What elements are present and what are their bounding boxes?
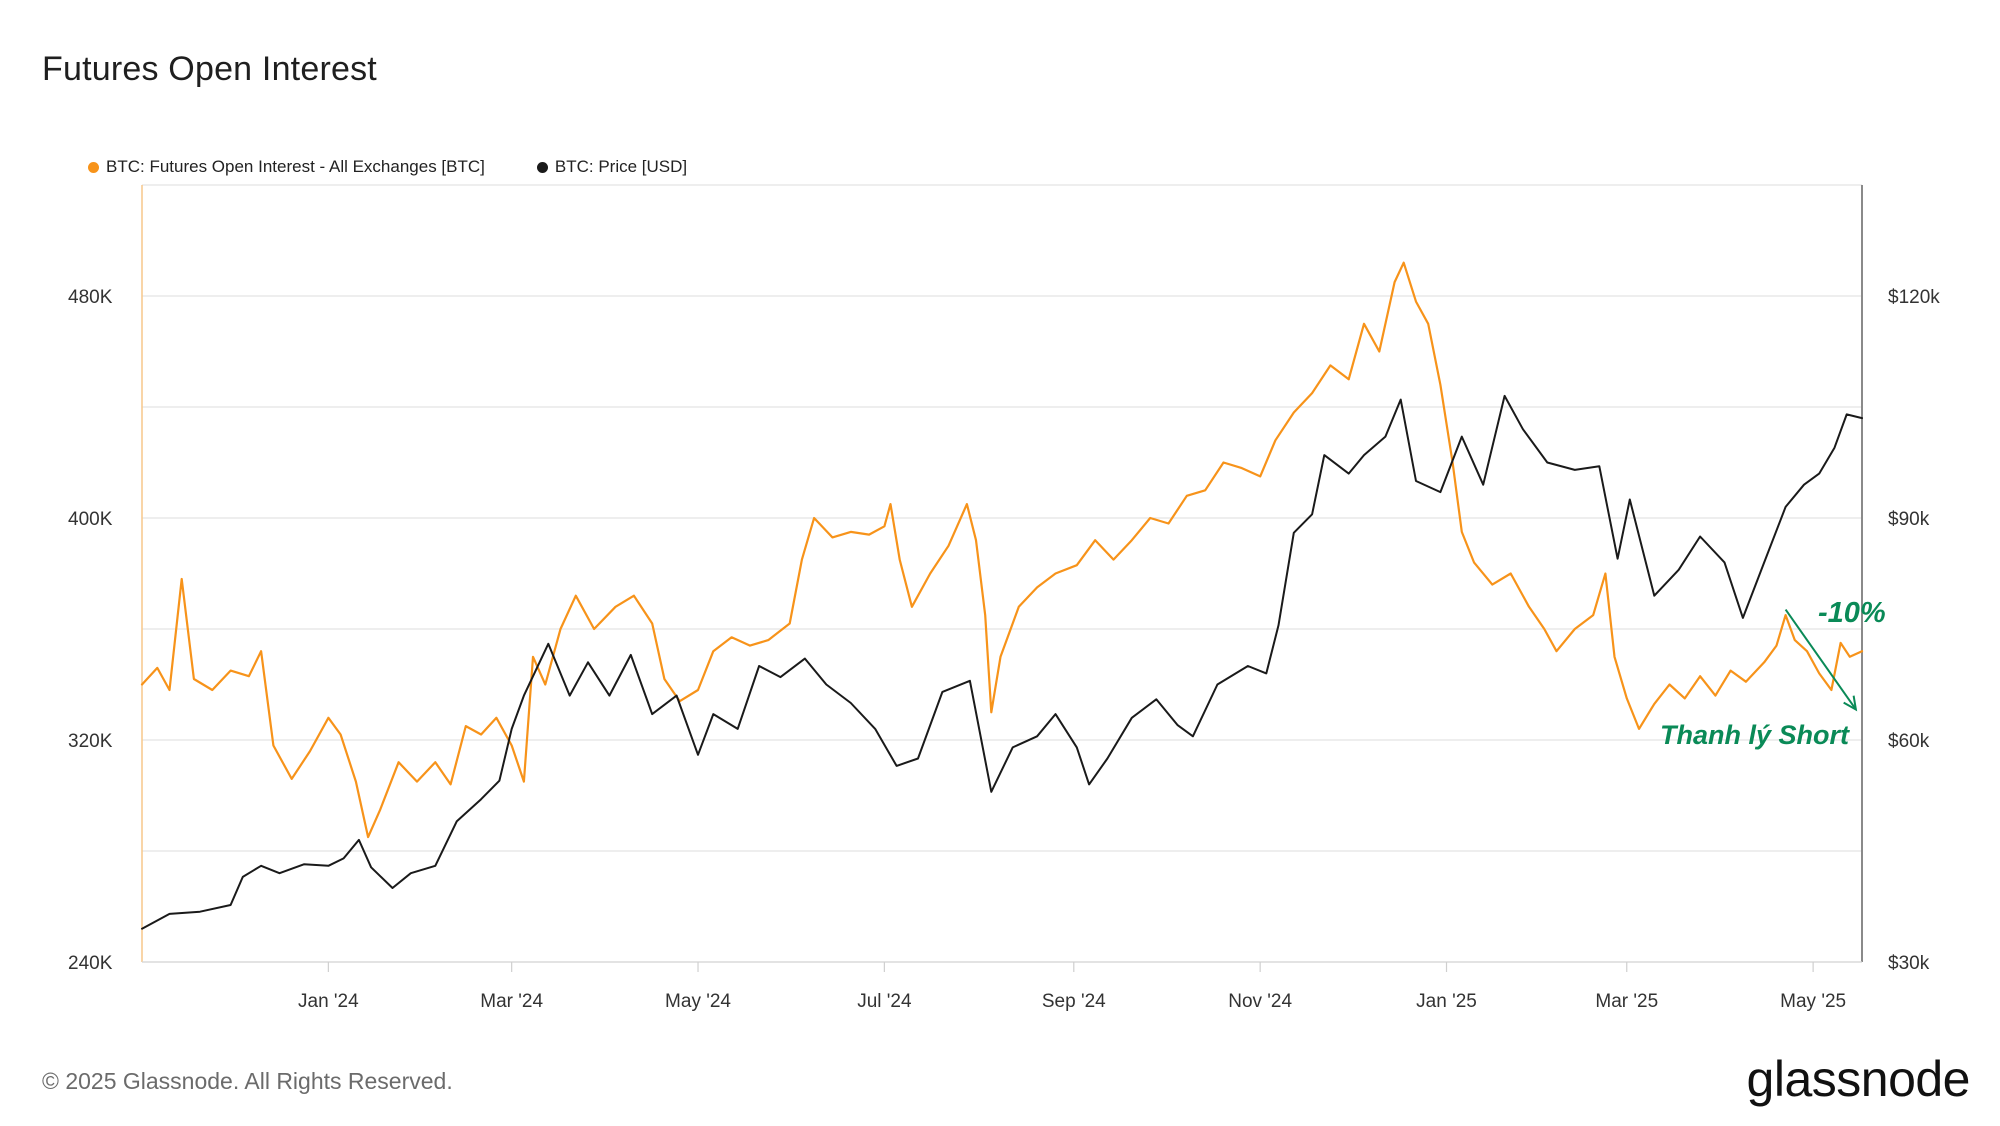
series-layer [140, 261, 1864, 930]
chart-legend: BTC: Futures Open Interest - All Exchang… [88, 157, 739, 177]
legend-item-oi[interactable]: BTC: Futures Open Interest - All Exchang… [88, 157, 485, 177]
y-right-tick-label: $90k [1888, 509, 1930, 530]
x-tick-label: Jul '24 [857, 991, 912, 1012]
legend-label-oi: BTC: Futures Open Interest - All Exchang… [106, 157, 485, 176]
x-tick-label: May '25 [1780, 991, 1846, 1012]
x-tick-label: Mar '24 [480, 991, 543, 1012]
legend-label-price: BTC: Price [USD] [554, 157, 688, 176]
y-right-tick-label: $30k [1888, 953, 1930, 974]
annotation-thanh-ly-short: Thanh lý Short [1660, 720, 1850, 750]
copyright-footer: © 2025 Glassnode. All Rights Reserved. [42, 1068, 453, 1094]
x-tick-label: Mar '25 [1595, 991, 1658, 1012]
legend-item-price[interactable]: BTC: Price [USD] [536, 157, 688, 177]
series-line-open-interest [140, 261, 1864, 839]
y-right-tick-label: $60k [1888, 731, 1930, 752]
glassnode-logo: glassnode [1746, 1051, 1971, 1107]
chart-title: Futures Open Interest [42, 50, 377, 88]
x-tick-label: May '24 [665, 991, 731, 1012]
legend-dot-oi [88, 161, 99, 173]
y-left-tick-label: 480K [68, 287, 113, 308]
x-tick-label: Sep '24 [1042, 991, 1106, 1012]
axis-layer: 240K 320K 400K 480K $30k $60k $90k $120k Jan '24… [68, 185, 1940, 1012]
y-left-tick-label: 400K [68, 509, 113, 530]
x-tick-label: Nov '24 [1228, 991, 1292, 1012]
x-tick-label: Jan '25 [1416, 991, 1477, 1012]
annotation-arrow-line [1784, 608, 1857, 711]
y-left-tick-label: 240K [68, 953, 113, 974]
legend-dot-price [536, 161, 548, 173]
y-right-tick-label: $120k [1888, 287, 1940, 308]
annotation-arrow-head [1843, 695, 1858, 712]
grid-layer [142, 184, 1862, 963]
x-tick-label: Jan '24 [298, 991, 359, 1012]
y-left-tick-label: 320K [68, 731, 113, 752]
annotation-layer: -10% Thanh lý Short [1660, 597, 1886, 750]
series-line-btc-price [141, 394, 1863, 930]
annotation-minus-10-percent: -10% [1818, 597, 1886, 629]
